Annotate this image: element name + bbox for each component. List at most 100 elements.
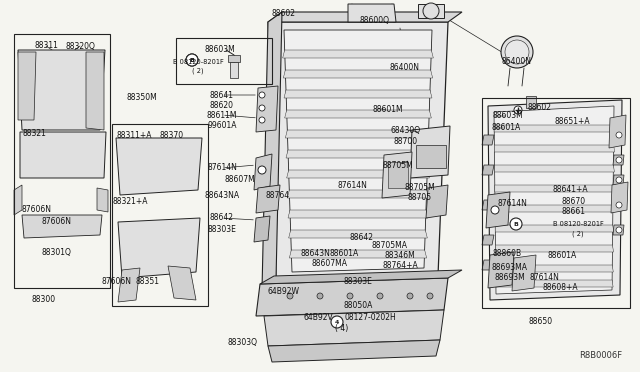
Polygon shape bbox=[494, 125, 615, 132]
Polygon shape bbox=[86, 52, 104, 130]
Circle shape bbox=[258, 166, 266, 174]
Text: 88601A: 88601A bbox=[492, 124, 520, 132]
Circle shape bbox=[407, 293, 413, 299]
Polygon shape bbox=[268, 340, 440, 362]
Text: B: B bbox=[513, 221, 518, 227]
Polygon shape bbox=[97, 188, 108, 212]
Polygon shape bbox=[512, 255, 536, 291]
Text: 87606N: 87606N bbox=[101, 278, 131, 286]
Text: 99601A: 99601A bbox=[207, 122, 237, 131]
Polygon shape bbox=[289, 230, 428, 238]
Text: 88608+A: 88608+A bbox=[542, 283, 578, 292]
Text: 88603M: 88603M bbox=[493, 112, 524, 121]
Polygon shape bbox=[268, 12, 462, 22]
Bar bbox=[388, 162, 408, 188]
Text: 88651+A: 88651+A bbox=[554, 118, 590, 126]
Text: 88321+A: 88321+A bbox=[112, 198, 148, 206]
Text: 88641+A: 88641+A bbox=[552, 186, 588, 195]
Polygon shape bbox=[482, 165, 494, 175]
Text: 88670: 88670 bbox=[562, 198, 586, 206]
Circle shape bbox=[259, 92, 265, 98]
Circle shape bbox=[501, 36, 533, 68]
Text: 88642: 88642 bbox=[210, 214, 234, 222]
Bar bbox=[112, 124, 208, 306]
Circle shape bbox=[331, 316, 343, 328]
Polygon shape bbox=[116, 138, 202, 195]
Circle shape bbox=[510, 218, 522, 230]
Polygon shape bbox=[496, 280, 613, 287]
Text: B 08120-8201F: B 08120-8201F bbox=[173, 59, 223, 65]
Circle shape bbox=[427, 293, 433, 299]
Text: 88600Q: 88600Q bbox=[360, 16, 390, 25]
Circle shape bbox=[377, 293, 383, 299]
Polygon shape bbox=[410, 126, 450, 178]
Circle shape bbox=[616, 177, 622, 183]
Bar bbox=[14, 34, 110, 288]
Text: B: B bbox=[189, 58, 195, 62]
Text: 88641: 88641 bbox=[210, 90, 234, 99]
Text: 88705: 88705 bbox=[408, 192, 432, 202]
Polygon shape bbox=[348, 4, 396, 22]
Text: 88602: 88602 bbox=[272, 10, 296, 19]
Text: ( 4): ( 4) bbox=[335, 324, 349, 333]
Polygon shape bbox=[426, 185, 448, 218]
Polygon shape bbox=[256, 185, 280, 213]
Text: 88303Q: 88303Q bbox=[227, 337, 257, 346]
Polygon shape bbox=[495, 165, 614, 172]
Bar bbox=[176, 38, 272, 84]
Polygon shape bbox=[488, 252, 514, 288]
Text: 88603M: 88603M bbox=[205, 45, 236, 55]
Circle shape bbox=[491, 206, 499, 214]
Text: 4: 4 bbox=[335, 320, 339, 324]
Text: 87614N: 87614N bbox=[337, 182, 367, 190]
Text: 88642: 88642 bbox=[350, 234, 374, 243]
Text: 68430Q: 68430Q bbox=[391, 125, 421, 135]
Text: 88661: 88661 bbox=[562, 208, 586, 217]
Text: 87614N: 87614N bbox=[529, 273, 559, 282]
Text: 87614N: 87614N bbox=[497, 199, 527, 208]
Text: B: B bbox=[189, 58, 195, 62]
Text: 88346M: 88346M bbox=[385, 251, 415, 260]
Circle shape bbox=[616, 227, 622, 233]
Polygon shape bbox=[14, 185, 22, 215]
Circle shape bbox=[616, 132, 622, 138]
Text: 88350M: 88350M bbox=[127, 93, 157, 103]
Circle shape bbox=[186, 54, 198, 66]
Text: ( 2): ( 2) bbox=[572, 231, 584, 237]
Text: 64B92W: 64B92W bbox=[267, 288, 299, 296]
Polygon shape bbox=[22, 215, 102, 238]
Text: 88601M: 88601M bbox=[372, 106, 403, 115]
Text: 87614N: 87614N bbox=[207, 164, 237, 173]
Text: 88601A: 88601A bbox=[330, 250, 358, 259]
Polygon shape bbox=[284, 70, 433, 78]
Circle shape bbox=[347, 293, 353, 299]
Text: ( 2): ( 2) bbox=[192, 68, 204, 74]
Circle shape bbox=[505, 40, 529, 64]
Polygon shape bbox=[494, 145, 614, 152]
Text: 88643NA: 88643NA bbox=[204, 192, 239, 201]
Circle shape bbox=[616, 202, 622, 208]
Polygon shape bbox=[495, 205, 614, 212]
Text: 88311: 88311 bbox=[34, 42, 58, 51]
Polygon shape bbox=[287, 170, 429, 178]
Text: 88693MA: 88693MA bbox=[492, 263, 528, 273]
Circle shape bbox=[423, 3, 439, 19]
Text: 64B92V: 64B92V bbox=[303, 314, 333, 323]
Text: 88370: 88370 bbox=[160, 131, 184, 140]
Bar bbox=[482, 98, 630, 308]
Polygon shape bbox=[168, 266, 196, 300]
Text: 88602: 88602 bbox=[528, 103, 552, 112]
Text: 88705MA: 88705MA bbox=[372, 241, 408, 250]
Circle shape bbox=[616, 157, 622, 163]
Polygon shape bbox=[613, 175, 624, 185]
Polygon shape bbox=[285, 130, 431, 138]
Text: B 08120-8201F: B 08120-8201F bbox=[552, 221, 604, 227]
Polygon shape bbox=[288, 210, 428, 218]
Text: 88620: 88620 bbox=[210, 100, 234, 109]
Polygon shape bbox=[287, 190, 429, 198]
Text: 88705M: 88705M bbox=[404, 183, 435, 192]
Polygon shape bbox=[496, 265, 613, 272]
Text: 88860B: 88860B bbox=[492, 250, 522, 259]
Text: R8B0006F: R8B0006F bbox=[579, 351, 622, 360]
Text: 88300: 88300 bbox=[32, 295, 56, 305]
